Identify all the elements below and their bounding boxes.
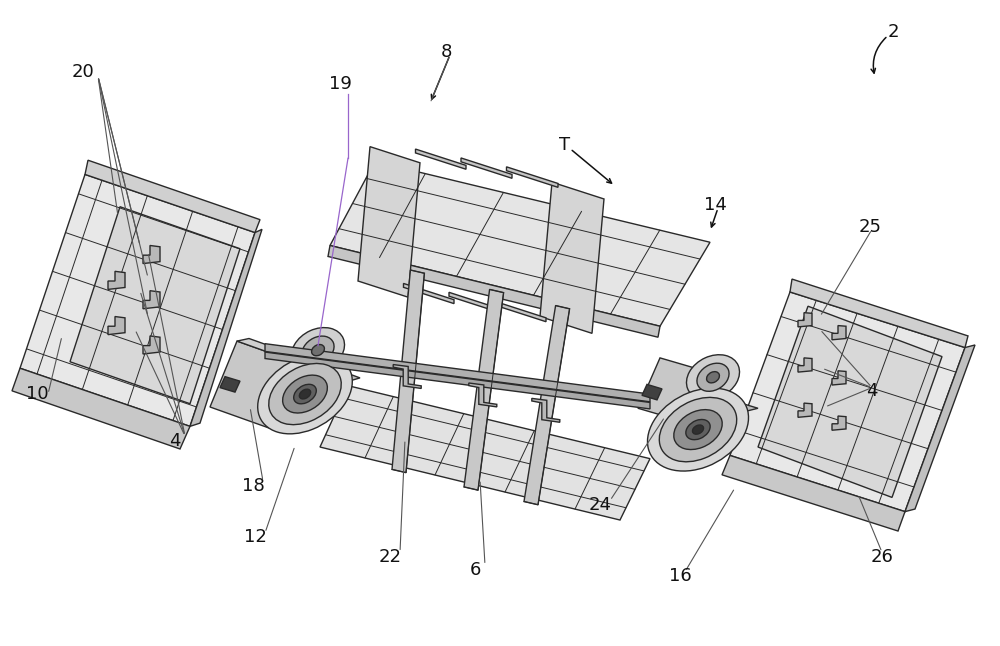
Polygon shape — [524, 306, 570, 505]
Text: 6: 6 — [469, 561, 481, 579]
Text: 16: 16 — [669, 567, 691, 585]
Ellipse shape — [692, 425, 704, 434]
Polygon shape — [449, 292, 500, 313]
Polygon shape — [265, 344, 650, 402]
Polygon shape — [393, 364, 421, 388]
Polygon shape — [722, 455, 905, 531]
Polygon shape — [642, 384, 662, 400]
Polygon shape — [268, 359, 307, 428]
Polygon shape — [190, 229, 262, 426]
Polygon shape — [12, 368, 190, 449]
Polygon shape — [20, 174, 255, 426]
Polygon shape — [540, 182, 604, 333]
Polygon shape — [758, 306, 942, 497]
Text: 10: 10 — [26, 385, 48, 403]
Polygon shape — [70, 207, 240, 404]
Ellipse shape — [294, 384, 316, 404]
Polygon shape — [790, 279, 968, 348]
Ellipse shape — [686, 419, 710, 440]
Text: 8: 8 — [440, 43, 452, 61]
Polygon shape — [416, 149, 466, 169]
Ellipse shape — [674, 410, 722, 450]
Polygon shape — [108, 317, 125, 335]
Text: 2: 2 — [887, 23, 899, 41]
Ellipse shape — [269, 364, 341, 424]
Polygon shape — [461, 158, 512, 178]
Ellipse shape — [647, 388, 749, 471]
Polygon shape — [268, 367, 360, 395]
Text: T: T — [559, 136, 571, 154]
Polygon shape — [320, 386, 650, 520]
Text: 25: 25 — [858, 218, 882, 236]
Text: 14: 14 — [704, 196, 726, 214]
Polygon shape — [638, 358, 722, 426]
Polygon shape — [85, 160, 260, 233]
Polygon shape — [832, 326, 846, 340]
Polygon shape — [660, 398, 758, 424]
Polygon shape — [328, 245, 660, 337]
Polygon shape — [464, 289, 504, 490]
Polygon shape — [495, 301, 546, 322]
Polygon shape — [798, 313, 812, 327]
Polygon shape — [700, 373, 734, 426]
Polygon shape — [143, 245, 160, 264]
Text: 4: 4 — [169, 432, 181, 450]
Polygon shape — [832, 416, 846, 430]
Polygon shape — [532, 399, 560, 422]
Polygon shape — [832, 371, 846, 385]
Polygon shape — [469, 383, 497, 407]
Ellipse shape — [686, 355, 740, 400]
Ellipse shape — [258, 354, 352, 434]
Polygon shape — [798, 358, 812, 372]
Ellipse shape — [659, 397, 737, 462]
Text: 24: 24 — [588, 496, 612, 514]
Text: 26: 26 — [871, 548, 893, 566]
Polygon shape — [905, 345, 975, 512]
Polygon shape — [507, 167, 558, 187]
Text: 12: 12 — [244, 528, 266, 547]
Polygon shape — [403, 284, 454, 304]
Polygon shape — [220, 377, 240, 392]
Polygon shape — [143, 291, 160, 309]
Text: 20: 20 — [72, 63, 94, 81]
Polygon shape — [392, 270, 424, 473]
Ellipse shape — [291, 328, 345, 373]
Polygon shape — [330, 162, 710, 326]
Ellipse shape — [299, 389, 311, 399]
Polygon shape — [237, 339, 307, 362]
Polygon shape — [210, 341, 295, 428]
Polygon shape — [798, 403, 812, 417]
Ellipse shape — [312, 344, 324, 356]
Text: 22: 22 — [378, 548, 402, 566]
Ellipse shape — [302, 336, 334, 364]
Polygon shape — [143, 336, 160, 354]
Polygon shape — [108, 271, 125, 289]
Ellipse shape — [707, 371, 719, 383]
Ellipse shape — [697, 363, 729, 391]
Ellipse shape — [283, 375, 327, 413]
Text: 19: 19 — [329, 75, 351, 93]
Polygon shape — [358, 147, 420, 297]
Text: 4: 4 — [866, 382, 878, 400]
Polygon shape — [730, 292, 965, 512]
Text: 18: 18 — [242, 477, 264, 495]
Polygon shape — [265, 352, 650, 409]
